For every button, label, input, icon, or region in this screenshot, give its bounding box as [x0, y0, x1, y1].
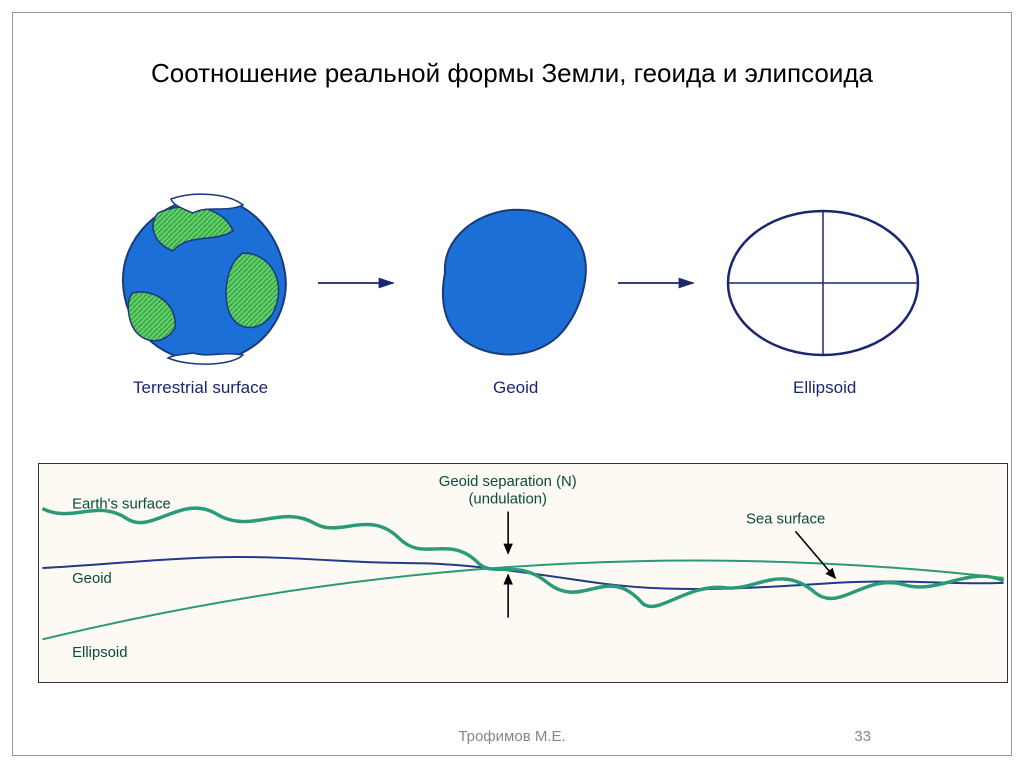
- earth-surface-label: Earth's surface: [72, 497, 171, 513]
- cross-section-diagram: Earth's surface Geoid Ellipsoid Geoid se…: [38, 463, 1008, 683]
- slide-frame: Соотношение реальной формы Земли, геоида…: [12, 12, 1012, 756]
- sea-surface-label: Sea surface: [746, 511, 825, 527]
- ellipsoid-shape: [728, 211, 918, 355]
- separation-label-2: (undulation): [469, 492, 548, 508]
- geoid-label: Geoid: [493, 378, 538, 397]
- slide-title: Соотношение реальной формы Земли, геоида…: [13, 58, 1011, 89]
- ellipsoid-label: Ellipsoid: [793, 378, 856, 397]
- top-diagram: Terrestrial surface Geoid Ellipsoid: [93, 183, 953, 413]
- footer-page: 33: [854, 728, 871, 745]
- earth-surface-curve: [42, 508, 1003, 606]
- geoid-curve: [42, 557, 1003, 589]
- separation-label-1: Geoid separation (N): [439, 474, 577, 490]
- ellipsoid-cs-label: Ellipsoid: [72, 645, 127, 661]
- geoid-cs-label: Geoid: [72, 571, 112, 587]
- geoid-shape: [443, 210, 586, 355]
- terrestrial-surface-shape: [123, 194, 286, 364]
- sea-surface-arrow: [796, 531, 836, 578]
- terrestrial-label: Terrestrial surface: [133, 378, 268, 397]
